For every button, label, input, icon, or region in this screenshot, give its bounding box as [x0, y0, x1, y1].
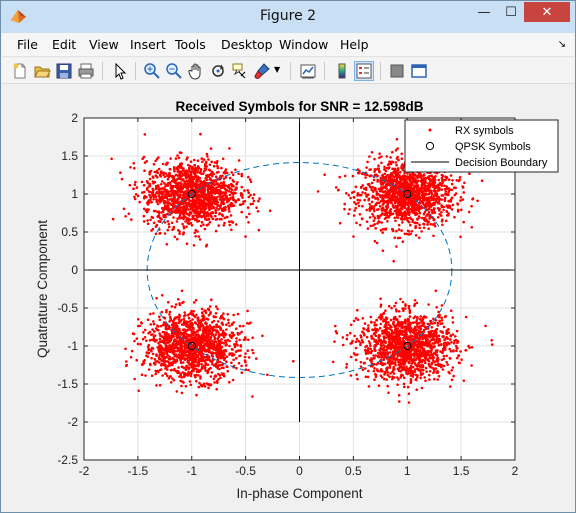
new-figure-icon[interactable]: [10, 61, 30, 81]
chart-title: Received Symbols for SNR = 12.598dB: [176, 99, 424, 114]
x-tick-label: -2: [79, 464, 90, 478]
maximize-button[interactable]: ☐: [505, 4, 517, 20]
x-tick-label: 1: [404, 464, 411, 478]
legend-entry-label: Decision Boundary: [455, 157, 548, 169]
x-tick-label: 1.5: [453, 464, 470, 478]
y-tick-label: -0.5: [57, 301, 78, 315]
save-icon[interactable]: [54, 61, 74, 81]
matlab-app-icon: [11, 10, 26, 23]
legend-entry-label: QPSK Symbols: [455, 141, 531, 153]
y-tick-label: 1: [71, 187, 78, 201]
link-plot-icon[interactable]: [298, 61, 318, 81]
title-bar[interactable]: Figure 2 — ☐ ✕: [1, 1, 575, 33]
qpsk-symbol-marker: [403, 341, 412, 351]
menu-desktop[interactable]: Desktop: [221, 37, 273, 52]
menu-bar: File Edit View Insert Tools Desktop Wind…: [2, 33, 574, 57]
dock-arrow-icon[interactable]: ↘: [557, 39, 566, 50]
y-tick-label: 1.5: [61, 149, 78, 163]
legend-marker-rx: [428, 128, 432, 132]
minimize-button[interactable]: —: [477, 4, 491, 20]
close-button[interactable]: ✕: [524, 2, 570, 22]
menu-tools[interactable]: Tools: [175, 37, 206, 52]
open-file-icon[interactable]: [32, 61, 52, 81]
legend-marker-qpsk: [425, 141, 435, 151]
menu-insert[interactable]: Insert: [130, 37, 166, 52]
data-cursor-icon[interactable]: [230, 61, 250, 81]
scatter-plot[interactable]: -2 -1.5 -1 -0.5 0 0.5 1 1.5 2-2.5-2-1.5-1-0.500.…: [2, 85, 574, 511]
toolbar-separator: [135, 62, 136, 80]
menu-edit[interactable]: Edit: [52, 37, 77, 52]
figure-canvas: -2 -1.5 -1 -0.5 0 0.5 1 1.5 2 -2.5 -2 -1.5 -1 -0.5 0 0.…: [2, 85, 574, 511]
legend-entry-label: RX symbols: [455, 125, 514, 137]
zoom-in-icon[interactable]: [142, 61, 162, 81]
menu-file[interactable]: File: [17, 37, 38, 52]
x-tick-label: -1.5: [128, 464, 149, 478]
x-tick-label: 0: [296, 464, 303, 478]
y-tick-label: 0.5: [61, 225, 78, 239]
qpsk-symbol-marker: [187, 189, 196, 199]
x-tick-label: 0.5: [345, 464, 362, 478]
pan-icon[interactable]: [186, 61, 206, 81]
print-icon[interactable]: [76, 61, 96, 81]
menu-view[interactable]: View: [89, 37, 119, 52]
menu-window[interactable]: Window: [279, 37, 329, 52]
brush-icon[interactable]: [252, 61, 272, 81]
toolbar-separator: [102, 62, 103, 80]
y-tick-label: -2: [67, 415, 78, 429]
toolbar-separator: [380, 62, 381, 80]
qpsk-symbol-marker: [187, 341, 196, 351]
y-tick-label: 2: [71, 111, 78, 125]
zoom-out-icon[interactable]: [164, 61, 184, 81]
figure-toolbar: ▼: [2, 58, 574, 84]
brush-dropdown-icon[interactable]: ▼: [274, 65, 281, 74]
hide-plot-tools-icon[interactable]: [387, 61, 407, 81]
show-plot-tools-icon[interactable]: [409, 61, 429, 81]
y-tick-label: -1: [67, 339, 78, 353]
rotate-3d-icon[interactable]: [208, 61, 228, 81]
toolbar-separator: [324, 62, 325, 80]
y-tick-label: -1.5: [57, 377, 78, 391]
x-tick-label: -0.5: [235, 464, 256, 478]
y-axis-label: Quatrature Component: [35, 220, 50, 358]
colorbar-icon[interactable]: [332, 61, 352, 81]
qpsk-symbol-marker: [403, 189, 412, 199]
menu-help[interactable]: Help: [340, 37, 369, 52]
legend-icon[interactable]: [354, 61, 374, 81]
x-tick-label: -1: [186, 464, 197, 478]
x-tick-label: 2: [512, 464, 519, 478]
y-tick-label: -2.5: [57, 453, 78, 467]
window-title: Figure 2: [259, 8, 317, 24]
y-tick-label: 0: [71, 263, 78, 277]
x-axis-label: In-phase Component: [236, 486, 362, 501]
toolbar-separator: [290, 62, 291, 80]
pointer-icon[interactable]: [110, 61, 130, 81]
